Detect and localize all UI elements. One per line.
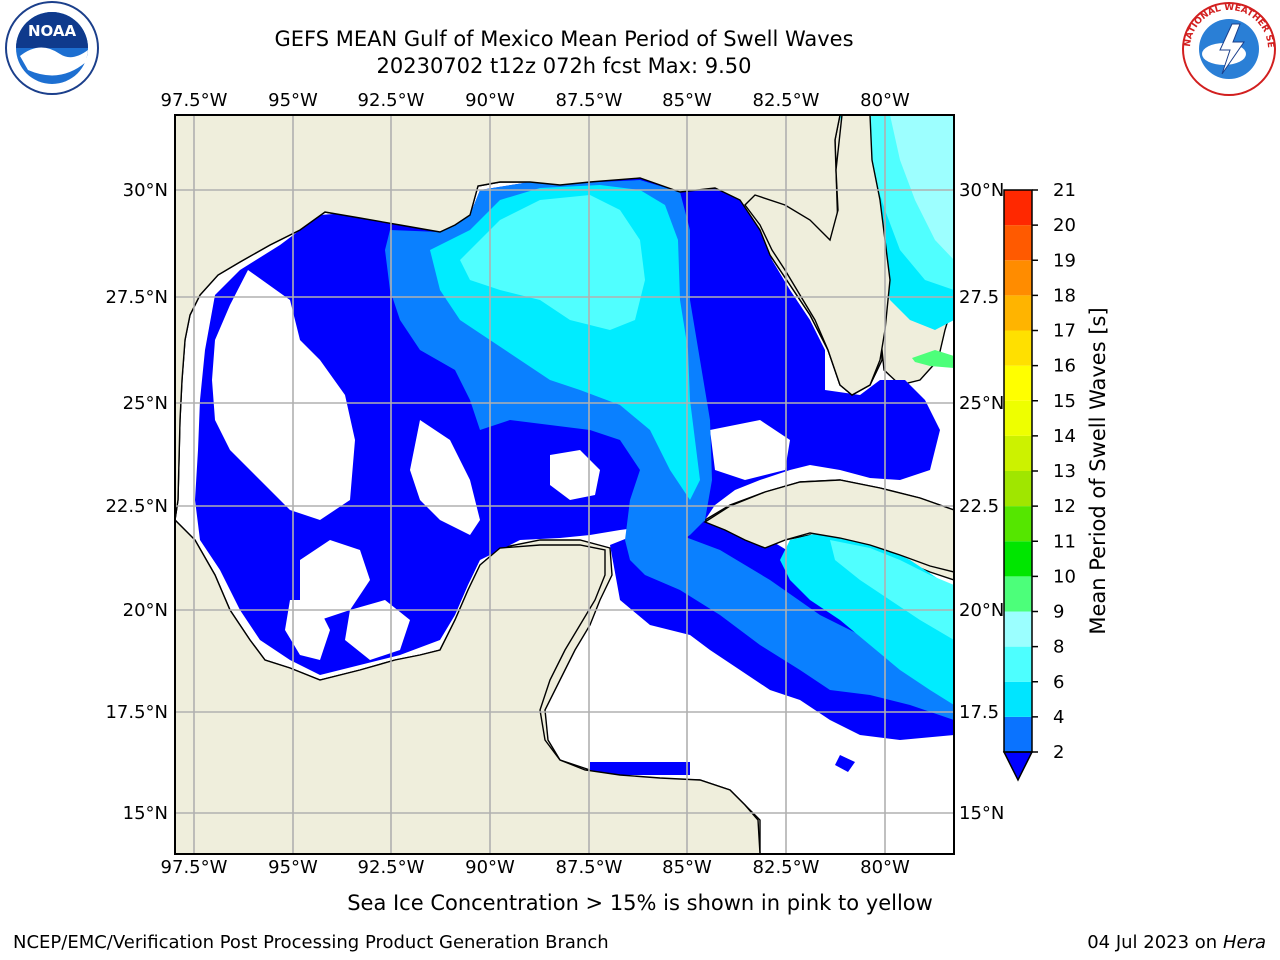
colorbar-tick-label: 6: [1053, 672, 1064, 693]
colorbar-extend-triangle: [1002, 751, 1034, 782]
colorbar-swatch: [1004, 330, 1032, 366]
colorbar-swatch: [1004, 225, 1032, 261]
noaa-logo-text: NOAA: [28, 22, 77, 40]
svg-text:97.5°W: 97.5°W: [161, 90, 228, 111]
svg-text:20°N: 20°N: [123, 600, 168, 621]
colorbar-tick-label: 20: [1053, 215, 1076, 236]
svg-text:17.5: 17.5: [959, 702, 999, 723]
colorbar-swatch: [1004, 576, 1032, 612]
svg-text:30°N: 30°N: [959, 180, 1004, 201]
colorbar-tick-label: 11: [1053, 531, 1076, 552]
colorbar-swatch: [1004, 646, 1032, 682]
colorbar-tick-label: 9: [1053, 602, 1064, 623]
svg-text:85°W: 85°W: [662, 857, 712, 878]
colorbar-swatch: [1004, 541, 1032, 577]
svg-text:17.5°N: 17.5°N: [105, 702, 168, 723]
svg-text:92.5°W: 92.5°W: [358, 857, 425, 878]
lon-labels-top: 97.5°W 95°W 92.5°W 90°W 87.5°W 85°W 82.5…: [161, 90, 910, 111]
colorbar-tick-label: 17: [1053, 321, 1076, 342]
svg-text:22.5: 22.5: [959, 496, 999, 517]
colorbar-tick-label: 16: [1053, 356, 1076, 377]
swell-green: [912, 350, 954, 368]
footer-host: Hera: [1222, 932, 1266, 953]
colorbar-swatch: [1004, 400, 1032, 436]
svg-text:25°N: 25°N: [959, 393, 1004, 414]
footer-branch: NCEP/EMC/Verification Post Processing Pr…: [13, 932, 609, 953]
svg-text:85°W: 85°W: [662, 90, 712, 111]
colorbar-tick-label: 19: [1053, 250, 1076, 271]
colorbar-tick-label: 10: [1053, 566, 1076, 587]
colorbar-swatch: [1004, 435, 1032, 471]
map-canvas: [175, 115, 954, 854]
colorbar-swatch: [1004, 260, 1032, 296]
map-frame: [174, 114, 955, 855]
colorbar-swatch: [1004, 716, 1032, 752]
colorbar-swatch: [1004, 365, 1032, 401]
svg-text:90°W: 90°W: [465, 857, 515, 878]
svg-text:80°W: 80°W: [860, 90, 910, 111]
colorbar-tick-label: 18: [1053, 285, 1076, 306]
colorbar-label: Mean Period of Swell Waves [s]: [1086, 307, 1110, 634]
svg-text:22.5°N: 22.5°N: [105, 496, 168, 517]
svg-text:95°W: 95°W: [268, 857, 318, 878]
colorbar-tick-label: 14: [1053, 426, 1076, 447]
colorbar-tick-label: 4: [1053, 707, 1064, 728]
svg-text:92.5°W: 92.5°W: [358, 90, 425, 111]
colorbar-tick-label: 21: [1053, 180, 1076, 201]
colorbar-swatch: [1004, 611, 1032, 647]
svg-text:87.5°W: 87.5°W: [556, 857, 623, 878]
colorbar-swatch: [1004, 681, 1032, 717]
colorbar-tick-label: 12: [1053, 496, 1076, 517]
svg-text:15°N: 15°N: [123, 803, 168, 824]
nws-logo-icon: NATIONAL WEATHER SERVICE: [1178, 0, 1276, 96]
lon-labels-bottom: 97.5°W 95°W 92.5°W 90°W 87.5°W 85°W 82.5…: [161, 857, 910, 878]
svg-text:25°N: 25°N: [123, 393, 168, 414]
svg-text:27.5°N: 27.5°N: [105, 287, 168, 308]
svg-text:27.5: 27.5: [959, 287, 999, 308]
svg-text:87.5°W: 87.5°W: [556, 90, 623, 111]
svg-text:82.5°W: 82.5°W: [753, 90, 820, 111]
colorbar-tick-label: 2: [1053, 742, 1064, 763]
colorbar-tick-label: 8: [1053, 637, 1064, 658]
sea-ice-note: Sea Ice Concentration > 15% is shown in …: [347, 891, 933, 915]
map-gridlines: [175, 115, 954, 854]
svg-text:95°W: 95°W: [268, 90, 318, 111]
svg-text:30°N: 30°N: [123, 180, 168, 201]
colorbar-swatch: [1004, 471, 1032, 507]
colorbar-swatch: [1004, 190, 1032, 226]
map-subtitle: 20230702 t12z 072h fcst Max: 9.50: [376, 54, 752, 78]
svg-text:80°W: 80°W: [860, 857, 910, 878]
footer-date: 04 Jul 2023 on Hera: [1087, 932, 1266, 953]
lat-labels-left: 30°N 27.5°N 25°N 22.5°N 20°N 17.5°N 15°N: [105, 180, 168, 824]
map-title: GEFS MEAN Gulf of Mexico Mean Period of …: [274, 27, 854, 51]
colorbar-swatch: [1004, 295, 1032, 331]
lat-labels-right: 30°N 27.5 25°N 22.5 20°N 17.5 15°N: [959, 180, 1004, 824]
colorbar-tick-label: 13: [1053, 461, 1076, 482]
svg-text:20°N: 20°N: [959, 600, 1004, 621]
svg-text:82.5°W: 82.5°W: [753, 857, 820, 878]
svg-text:97.5°W: 97.5°W: [161, 857, 228, 878]
colorbar-swatch: [1004, 506, 1032, 542]
svg-text:15°N: 15°N: [959, 803, 1004, 824]
svg-text:90°W: 90°W: [465, 90, 515, 111]
noaa-logo-icon: NOAA: [5, 1, 99, 95]
colorbar: 2 4 6 8 9 10 11 12 13 14 15 16 17 18 19 20 21: [1002, 180, 1076, 782]
colorbar-tick-label: 15: [1053, 391, 1076, 412]
